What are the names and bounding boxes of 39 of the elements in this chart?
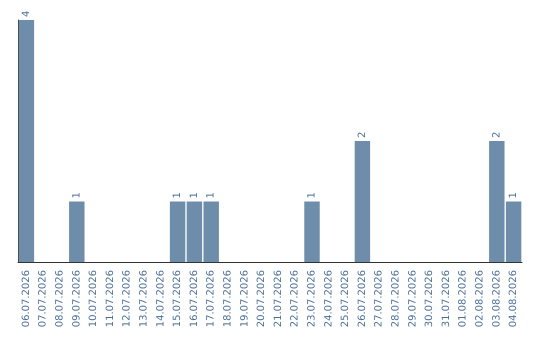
x-tick-label: 23.07.2026 (306, 270, 318, 328)
x-tick-label: 22.07.2026 (290, 270, 301, 328)
x-tick-label: 19.07.2026 (239, 270, 250, 328)
x-tick-label: 24.07.2026 (323, 270, 334, 328)
data-label: 1 (172, 192, 184, 198)
x-tick-label: 18.07.2026 (222, 270, 234, 328)
x-tick-label: 14.07.2026 (155, 270, 166, 328)
x-tick-label: 10.07.2026 (88, 270, 100, 328)
x-tick-label: 15.07.2026 (172, 270, 184, 328)
x-tick-label: 26.07.2026 (356, 270, 368, 328)
x-tick-label: 29.07.2026 (407, 270, 418, 328)
x-tick-label: 07.07.2026 (38, 270, 49, 328)
x-tick-label: 03.08.2026 (491, 270, 502, 328)
x-tick-label: 02.08.2026 (474, 270, 486, 328)
x-tick-label: 31.07.2026 (440, 270, 452, 328)
x-tick-label: 01.08.2026 (458, 270, 469, 328)
x-tick-label: 30.07.2026 (424, 270, 436, 328)
data-label: 1 (508, 192, 520, 198)
data-label: 4 (20, 10, 32, 17)
data-label: 2 (356, 132, 368, 138)
x-tick-label: 06.07.2026 (20, 270, 32, 328)
x-tick-label: 13.07.2026 (138, 270, 150, 328)
x-tick-label: 08.07.2026 (54, 270, 66, 328)
x-tick-label: 17.07.2026 (206, 270, 217, 328)
data-label: 1 (71, 192, 82, 198)
x-tick-label: 11.07.2026 (104, 270, 116, 328)
x-tick-label: 25.07.2026 (340, 270, 352, 328)
data-label: 1 (188, 192, 200, 198)
x-tick-label: 27.07.2026 (374, 270, 385, 328)
x-tick-label: 09.07.2026 (71, 270, 82, 328)
data-label: 1 (206, 192, 217, 198)
x-tick-label: 04.08.2026 (508, 270, 520, 328)
data-label: 1 (306, 192, 318, 198)
x-tick-label: 28.07.2026 (390, 270, 402, 328)
x-tick-label: 16.07.2026 (188, 270, 200, 328)
x-tick-label: 12.07.2026 (122, 270, 133, 328)
x-tick-label: 20.07.2026 (256, 270, 268, 328)
x-tick-label: 21.07.2026 (272, 270, 284, 328)
data-label: 2 (491, 132, 502, 138)
